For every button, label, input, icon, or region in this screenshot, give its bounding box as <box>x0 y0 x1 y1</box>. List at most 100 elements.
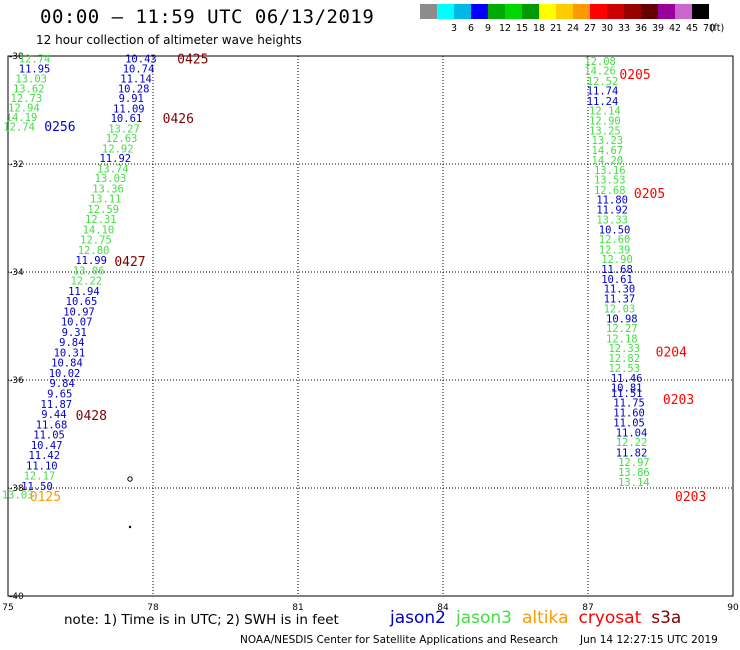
legend-label: 30 <box>600 23 614 34</box>
wave-height-value: 11.87 <box>41 399 73 411</box>
lat-tick-label: -36 <box>9 376 24 386</box>
lon-tick-label: 90 <box>727 603 739 613</box>
wave-height-value: 14.10 <box>83 224 115 236</box>
pass-time-label: 0427 <box>114 255 145 270</box>
wave-height-value: 12.22 <box>70 276 102 288</box>
wave-height-value: 11.09 <box>113 103 145 115</box>
legend-labels: 3 6 9 12 15 18 21 24 27 30 33 36 39 42 45 70 (ft) <box>420 23 740 37</box>
wave-height-value: 12.92 <box>102 143 134 155</box>
legend-swatch <box>471 4 488 19</box>
wave-height-value: 11.80 <box>596 195 628 207</box>
pass-time-label: 0203 <box>663 393 694 408</box>
legend-swatch <box>420 4 437 19</box>
legend-swatches <box>420 4 709 19</box>
wave-height-value: 11.60 <box>613 407 645 419</box>
legend-unit: (ft) <box>709 23 725 34</box>
lon-tick-label: 84 <box>437 603 449 613</box>
satellite-key: jason2 jason3 altika cryosat s3a <box>390 608 691 628</box>
wave-height-value: 12.52 <box>587 76 619 88</box>
wave-height-value: 11.68 <box>601 264 633 276</box>
map-title: 00:00 – 11:59 UTC 06/13/2019 <box>40 6 375 28</box>
legend-swatch <box>539 4 556 19</box>
wave-height-value: 10.74 <box>123 63 155 75</box>
wave-height-value: 10.28 <box>118 83 150 95</box>
legend-label: 42 <box>668 23 682 34</box>
wave-height-value: 12.08 <box>584 56 616 68</box>
lon-tick-label: 75 <box>2 603 13 613</box>
axis-labels: 75 78 81 84 87 90 -30 -32 -34 -36 -38 -40 <box>2 52 739 613</box>
wave-height-value: 12.39 <box>599 244 631 256</box>
wave-height-value: 11.99 <box>75 255 107 267</box>
wave-height-value: 12.63 <box>106 133 138 145</box>
legend-swatch <box>607 4 624 19</box>
wave-height-value: 11.14 <box>120 74 152 86</box>
wave-height-value: 13.25 <box>589 126 621 138</box>
legend-swatch <box>692 4 709 19</box>
wave-height-value: 13.11 <box>90 194 122 206</box>
legend-label: 6 <box>467 23 475 34</box>
pass-time-label: 0204 <box>656 345 687 360</box>
wave-height-value: 13.74 <box>97 163 129 175</box>
wave-height-value: 12.80 <box>78 245 110 257</box>
legend-label: 70 <box>702 23 716 34</box>
wave-height-value: 11.46 <box>611 373 643 385</box>
legend-swatch <box>522 4 539 19</box>
wave-height-value: 10.47 <box>31 440 63 452</box>
legend-swatch <box>556 4 573 19</box>
wave-height-value: 11.05 <box>613 418 645 430</box>
legend-swatch <box>624 4 641 19</box>
islands <box>127 476 133 529</box>
wave-height-value: 11.92 <box>99 153 131 165</box>
island-marker <box>127 476 133 482</box>
wave-height-value: 11.30 <box>604 284 636 296</box>
lat-tick-label: -40 <box>9 592 24 602</box>
wave-height-value: 13.03 <box>2 489 34 501</box>
wave-height-value: 13.86 <box>618 467 650 479</box>
wave-height-value: 12.74 <box>19 54 51 66</box>
wave-height-value: 9.65 <box>47 389 72 401</box>
map-subtitle: 12 hour collection of altimeter wave hei… <box>36 33 302 47</box>
wave-height-value: 14.19 <box>6 112 38 124</box>
wave-height-value: 10.02 <box>49 368 81 380</box>
wave-height-value: 12.97 <box>618 457 650 469</box>
pass-time-label: 0426 <box>163 112 194 127</box>
legend-swatch <box>437 4 454 19</box>
legend-swatch <box>454 4 471 19</box>
legend-label: 45 <box>685 23 699 34</box>
legend-swatch <box>658 4 675 19</box>
wave-height-value: 9.84 <box>49 378 74 390</box>
lon-tick-label: 78 <box>147 603 159 613</box>
color-legend: 3 6 9 12 15 18 21 24 27 30 33 36 39 42 45 70 (ft) <box>420 4 724 34</box>
wave-height-value: 11.42 <box>28 450 60 462</box>
wave-height-value: 13.27 <box>108 123 140 135</box>
legend-label: 24 <box>566 23 580 34</box>
wave-height-value: 13.36 <box>92 183 124 195</box>
wave-height-value: 10.97 <box>63 306 95 318</box>
legend-label: 27 <box>583 23 597 34</box>
pass-time-label: 0203 <box>675 490 706 505</box>
wave-height-value: 10.81 <box>611 383 643 395</box>
footer-note: note: 1) Time is in UTC; 2) SWH is in fe… <box>64 612 339 628</box>
satellite-key-cryosat: cryosat <box>578 608 642 628</box>
wave-height-value: 12.94 <box>8 102 40 114</box>
wave-height-value: 11.82 <box>616 447 648 459</box>
generated-timestamp: Jun 14 12:27:15 UTC 2019 <box>580 634 718 646</box>
wave-height-value: 11.51 <box>611 388 643 400</box>
pass-time-label: 0205 <box>634 187 665 202</box>
legend-swatch <box>675 4 692 19</box>
legend-label: 3 <box>450 23 458 34</box>
wave-height-value: 12.31 <box>85 214 117 226</box>
wave-height-value: 12.82 <box>608 353 640 365</box>
wave-height-value: 11.68 <box>36 419 68 431</box>
wave-height-labels: 12.7411.9513.0313.6212.7312.9414.1912.74… <box>2 54 650 502</box>
legend-label: 9 <box>484 23 492 34</box>
wave-height-value: 12.18 <box>606 333 638 345</box>
legend-label: 21 <box>549 23 563 34</box>
wave-height-value: 11.92 <box>596 204 628 216</box>
wave-height-value: 12.22 <box>616 437 648 449</box>
pass-time-label: 0125 <box>30 490 61 505</box>
satellite-key-altika: altika <box>522 608 569 628</box>
legend-label: 33 <box>617 23 631 34</box>
wave-height-value: 12.27 <box>606 323 638 335</box>
wave-height-value: 11.95 <box>19 63 51 75</box>
